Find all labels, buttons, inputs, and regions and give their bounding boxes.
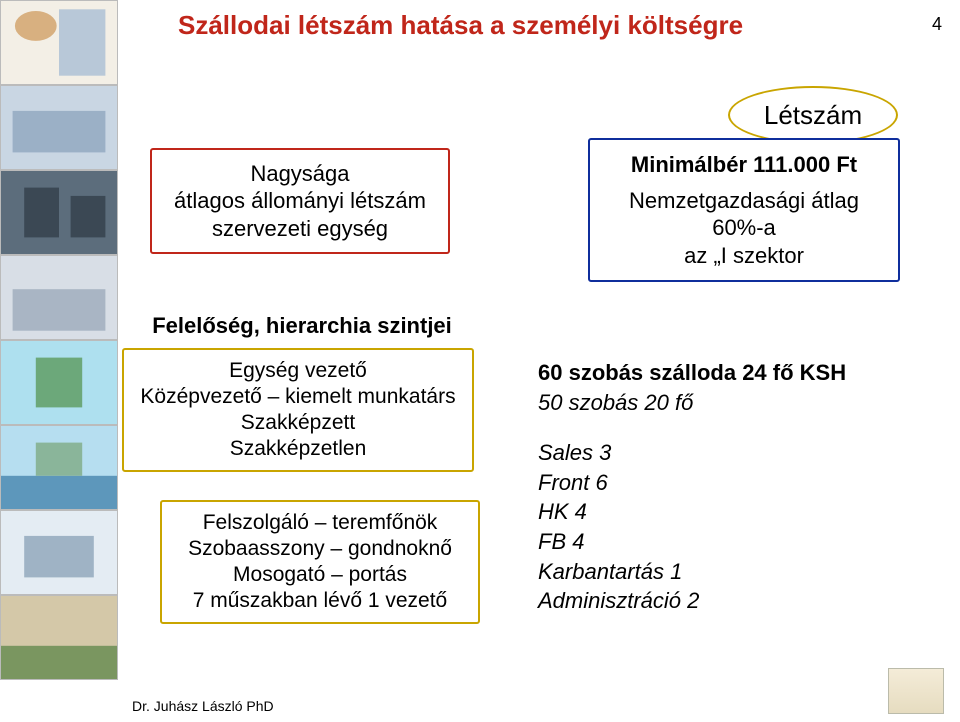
page-number: 4 xyxy=(932,14,942,35)
text-line: Nemzetgazdasági átlag xyxy=(594,187,894,215)
box-hierarchy-levels: Egység vezető Középvezető – kiemelt munk… xyxy=(122,348,474,472)
oval-letszam: Létszám xyxy=(728,86,898,144)
corner-decor-icon xyxy=(888,668,944,714)
oval-label: Létszám xyxy=(764,100,862,131)
hierarchy-title: Felelőség, hierarchia szintjei xyxy=(132,312,472,340)
box-nagysaga: Nagysága átlagos állományi létszám szerv… xyxy=(150,148,450,254)
sidebar-thumb xyxy=(0,425,118,510)
box-hierarchy-roles: Felszolgáló – teremfőnök Szobaasszony – … xyxy=(160,500,480,624)
slide-title: Szállodai létszám hatása a személyi költ… xyxy=(178,10,743,41)
text-line: HK 4 xyxy=(538,497,699,527)
text-line: Felszolgáló – teremfőnök xyxy=(166,510,474,536)
sidebar-thumb xyxy=(0,255,118,340)
text-line: szervezeti egység xyxy=(156,215,444,243)
text-line: 60%-a xyxy=(594,214,894,242)
text-line: Nagysága xyxy=(156,160,444,188)
text-line: Mosogató – portás xyxy=(166,562,474,588)
sidebar-image-strip xyxy=(0,0,118,680)
text-line: Középvezető – kiemelt munkatárs xyxy=(128,384,468,410)
text-line: Szakképzett xyxy=(128,410,468,436)
sidebar-thumb xyxy=(0,85,118,170)
text-line: Adminisztráció 2 xyxy=(538,586,699,616)
sidebar-thumb xyxy=(0,340,118,425)
text-line: az „I szektor xyxy=(594,242,894,270)
text-line: FB 4 xyxy=(538,527,699,557)
right-block-departments: Sales 3 Front 6 HK 4 FB 4 Karbantartás 1… xyxy=(538,438,699,616)
sidebar-thumb xyxy=(0,170,118,255)
text-line: Szobaasszony – gondnoknő xyxy=(166,536,474,562)
sidebar-thumb xyxy=(0,0,118,85)
right-block-ksh: 60 szobás szálloda 24 fő KSH 50 szobás 2… xyxy=(538,358,846,417)
text-line: Karbantartás 1 xyxy=(538,557,699,587)
box-minimalber: Minimálbér 111.000 Ft Nemzetgazdasági át… xyxy=(588,138,900,282)
footer-author: Dr. Juhász László PhD xyxy=(132,698,274,714)
text-line: Minimálbér 111.000 Ft xyxy=(594,151,894,179)
text-line: Front 6 xyxy=(538,468,699,498)
text-line: 50 szobás 20 fő xyxy=(538,388,846,418)
text-line: 7 műszakban lévő 1 vezető xyxy=(166,588,474,614)
text-line: átlagos állományi létszám xyxy=(156,187,444,215)
text-line: 60 szobás szálloda 24 fő KSH xyxy=(538,358,846,388)
text-line: Szakképzetlen xyxy=(128,436,468,462)
sidebar-thumb xyxy=(0,595,118,680)
text-line: Egység vezető xyxy=(128,358,468,384)
main-slide: Szállodai létszám hatása a személyi költ… xyxy=(118,0,960,722)
sidebar-thumb xyxy=(0,510,118,595)
text-line: Sales 3 xyxy=(538,438,699,468)
